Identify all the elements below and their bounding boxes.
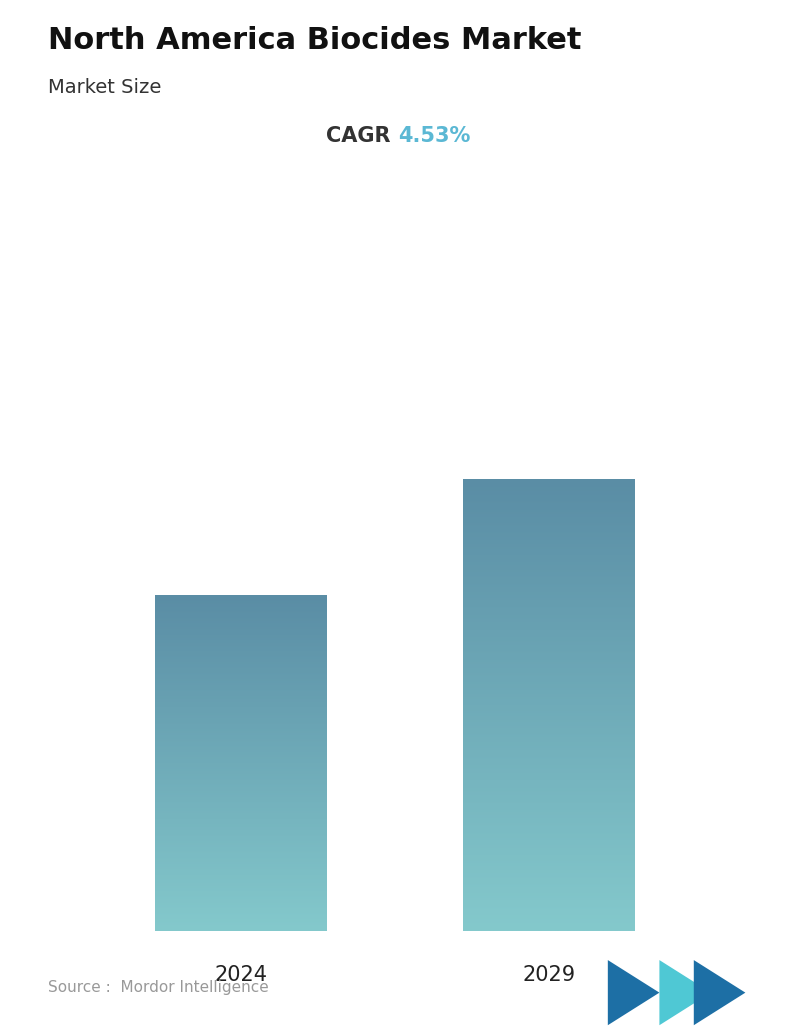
Text: 2029: 2029 [522, 966, 576, 985]
Text: Source :  Mordor Intelligence: Source : Mordor Intelligence [48, 979, 268, 995]
Polygon shape [659, 960, 711, 1026]
Text: 4.53%: 4.53% [398, 126, 470, 146]
Text: Market Size: Market Size [48, 78, 161, 96]
Text: North America Biocides Market: North America Biocides Market [48, 26, 581, 55]
Polygon shape [694, 960, 745, 1026]
Text: CAGR: CAGR [326, 126, 398, 146]
Polygon shape [608, 960, 659, 1026]
Text: 2024: 2024 [214, 966, 267, 985]
